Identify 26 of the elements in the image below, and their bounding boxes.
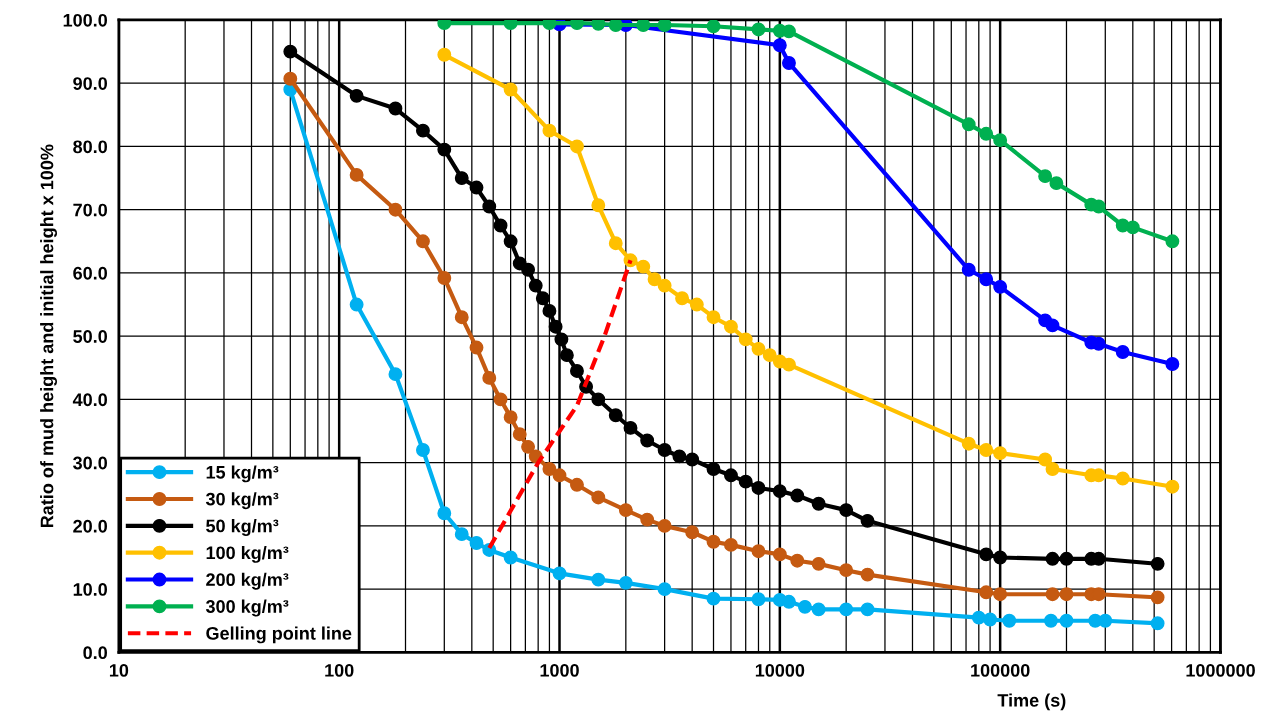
legend-label: 15 kg/m³ [206,465,279,483]
y-tick-label: 80.0 [73,140,108,154]
y-tick-label: 30.0 [73,456,108,470]
y-tick-label: 0.0 [83,646,108,660]
y-tick-label: 40.0 [72,393,108,407]
x-axis-title: Time (s) [997,693,1066,711]
x-tick-label: 1000000 [1186,663,1255,677]
y-tick-label: 90.0 [73,77,108,90]
y-tick-label: 70.0 [73,203,108,217]
legend-label: 50 kg/m³ [206,519,279,536]
legend-label: Gelling point line [206,626,352,644]
legend-label: 100 kg/m³ [206,545,289,563]
legend-label: 30 kg/m³ [205,492,279,510]
y-tick-label: 100.0 [63,13,108,27]
x-tick-label: 10 [109,663,129,677]
legend-label: 200 kg/m³ [206,572,289,590]
y-tick-label: 20.0 [73,519,108,533]
x-tick-label: 100000 [971,663,1030,677]
y-axis-title: Ratio of mud height and initial height x 100% [40,144,58,528]
y-tick-label: 50.0 [73,330,108,343]
y-tick-label: 60.0 [73,266,108,280]
legend-label: 300 kg/m³ [205,599,289,617]
x-tick-label: 100 [325,663,354,677]
x-tick-label: 10000 [755,663,805,677]
y-tick-label: 10.0 [73,583,108,596]
x-tick-label: 1000 [540,663,579,677]
